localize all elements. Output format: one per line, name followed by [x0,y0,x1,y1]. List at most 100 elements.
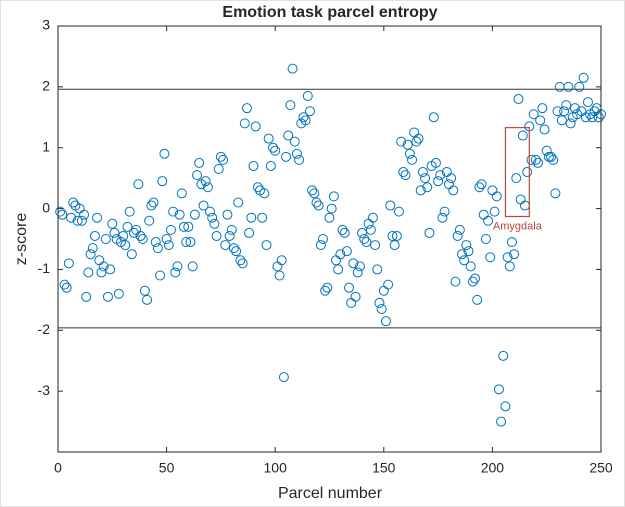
point [159,148,170,159]
point [394,206,405,217]
point [139,285,150,296]
point [59,279,70,290]
point [207,212,218,223]
point [61,282,72,293]
point [92,212,103,223]
point [556,115,567,126]
point [565,118,576,129]
point [517,130,528,141]
point [463,246,474,257]
point [483,215,494,226]
point [252,182,263,193]
point [459,255,470,266]
point [539,124,550,135]
point [98,261,109,272]
point [506,237,517,248]
point [341,246,352,257]
point [446,173,457,184]
point [135,230,146,241]
point [413,133,424,144]
point [359,234,370,244]
point [365,224,376,235]
point [168,206,179,217]
point [85,249,96,260]
point [87,243,98,254]
point [504,261,515,272]
point [398,167,409,178]
point [422,182,433,193]
annotation-label: Amygdala [493,220,543,232]
point [476,179,487,190]
y-tick-label: 2 [42,78,50,94]
point [391,230,402,241]
point [357,227,368,238]
point [533,157,544,168]
point [402,139,413,150]
point [417,167,428,178]
point [257,212,268,223]
x-tick-label: 100 [264,460,288,476]
y-axis-label: z-score [13,213,30,266]
point [498,350,509,361]
point [452,230,463,241]
point [298,112,309,123]
point [435,170,446,181]
point [485,252,496,263]
point [66,212,77,223]
point [424,227,435,238]
point [396,136,407,147]
point [198,200,209,211]
point [344,282,355,293]
x-tick-label: 150 [372,460,396,476]
point [415,185,426,196]
point [213,164,224,175]
point [513,94,524,105]
point [428,112,439,123]
point [281,151,292,162]
point [354,261,365,272]
point [81,291,92,302]
point [126,249,137,260]
point [317,234,328,244]
point [300,115,311,126]
point [491,191,502,202]
point [268,142,279,153]
point [380,316,391,327]
point [102,291,113,302]
point [311,197,322,208]
point [467,276,478,287]
point [335,249,346,260]
point [326,203,337,214]
point [285,100,296,111]
point [265,160,276,171]
point [530,154,541,165]
point [246,212,257,223]
point [372,264,383,275]
y-tick-label: -3 [38,382,51,398]
x-tick-label: 50 [159,460,175,476]
point [220,240,231,251]
point [100,234,111,244]
point [333,264,344,275]
point [226,224,237,235]
point [493,384,504,395]
point [528,109,539,120]
point [133,179,144,190]
point [155,270,166,281]
point [248,160,259,171]
point [448,185,459,196]
point [163,240,174,251]
point [383,279,394,290]
point [55,206,66,217]
point [439,206,450,217]
point [420,173,431,184]
point [307,185,318,196]
point [559,106,570,117]
point [496,416,507,427]
point [309,188,320,199]
point [150,237,161,248]
point [361,237,372,248]
point [105,264,116,275]
